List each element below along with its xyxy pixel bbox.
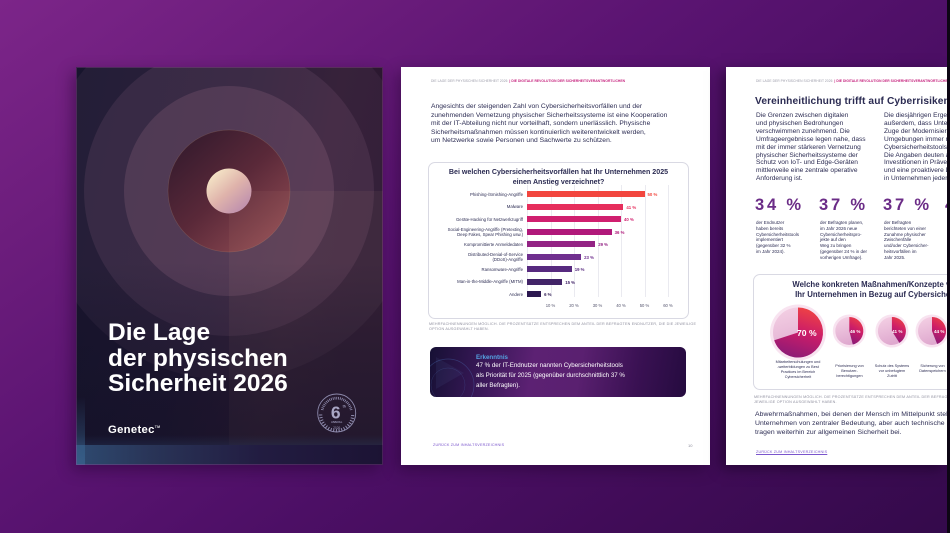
svg-text:ANNUAL: ANNUAL — [331, 420, 343, 424]
svg-text:th: th — [343, 405, 346, 409]
svg-text:6: 6 — [331, 403, 341, 423]
svg-text:2026: 2026 — [333, 426, 340, 430]
